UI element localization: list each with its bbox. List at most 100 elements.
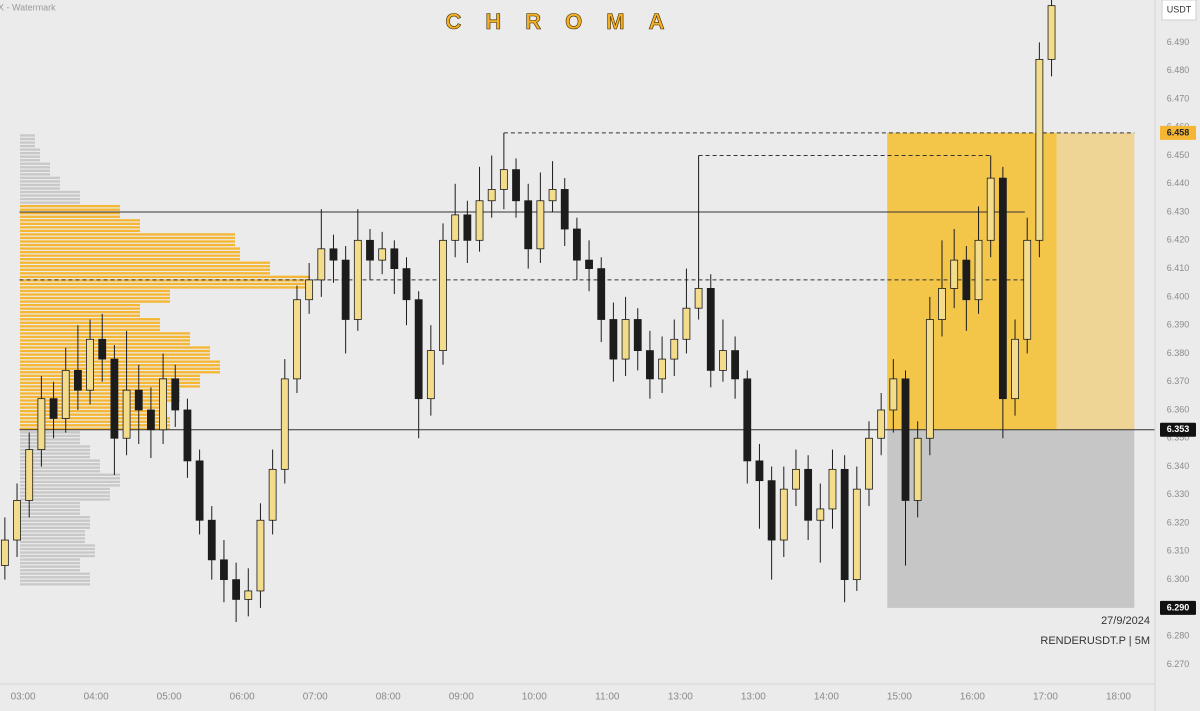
plot-area (0, 0, 1155, 623)
volume-profile-bar (20, 194, 80, 197)
candle-body (220, 559, 228, 581)
volume-profile-bar (20, 544, 95, 547)
candle-body (280, 378, 289, 470)
volume-profile-bar (20, 349, 210, 353)
x-tick-label: 07:00 (303, 692, 328, 703)
price-label-box (1160, 125, 1196, 140)
x-tick-label: 13:00 (741, 692, 766, 703)
y-tick-label: 6.390 (1167, 320, 1190, 330)
x-tick-label: 15:00 (887, 692, 912, 703)
candle-body (962, 259, 971, 301)
candle-body (1035, 58, 1044, 241)
volume-profile-bar (20, 226, 140, 229)
chart-title: CHROMA (446, 9, 689, 34)
y-tick-label: 6.310 (1167, 546, 1190, 556)
volume-profile-bar (20, 208, 120, 211)
volume-profile-bar (20, 431, 80, 434)
volume-profile-bar (20, 353, 210, 356)
candle-body (159, 378, 167, 431)
candle-body (840, 468, 849, 581)
volume-profile-bar (20, 265, 270, 268)
candle-body (597, 268, 606, 320)
loss-zone (887, 429, 1135, 608)
volume-profile-bar (20, 229, 140, 233)
volume-profile-bar (20, 371, 220, 374)
candle-body (974, 239, 983, 301)
candle-body (925, 319, 934, 439)
volume-profile-bar (20, 583, 90, 586)
y-tick-label: 6.280 (1167, 631, 1190, 641)
candle-body (1023, 239, 1032, 340)
volume-profile-bar (20, 190, 80, 194)
candle-body (560, 189, 569, 230)
volume-profile-bar (20, 332, 190, 335)
volume-profile-bar (20, 537, 85, 540)
candle-body (86, 338, 94, 391)
volume-profile-bar (20, 526, 90, 529)
candle-body (804, 468, 813, 521)
candle-body (244, 590, 253, 600)
volume-profile-bar (20, 197, 80, 201)
candle-body (378, 248, 387, 261)
volume-profile-bar (20, 455, 90, 459)
candle-body (73, 369, 82, 391)
candle-body (171, 378, 180, 411)
candle-body (0, 539, 9, 566)
candle-body (828, 468, 837, 510)
y-tick-label: 6.430 (1167, 206, 1190, 216)
volume-profile-bar (20, 406, 160, 409)
y-tick-label: 6.300 (1167, 574, 1190, 584)
candle-body (353, 239, 362, 320)
volume-profile-bar (20, 540, 85, 544)
candle-body (390, 248, 399, 270)
volume-profile-bar (20, 551, 95, 554)
volume-profile-bar (20, 445, 90, 448)
volume-profile-bar (20, 159, 40, 162)
candle-body (719, 350, 727, 371)
candle-body (706, 287, 715, 371)
candle-body (694, 287, 703, 309)
x-tick-label: 04:00 (84, 692, 109, 703)
candle-body (1047, 5, 1056, 60)
candle-body (670, 338, 679, 360)
volume-profile-bar (20, 523, 90, 526)
volume-profile-bar (20, 318, 160, 321)
volume-profile-bar (20, 508, 80, 512)
volume-profile-bar (20, 554, 95, 558)
volume-profile-bar (20, 293, 170, 296)
volume-profile-bar (20, 516, 90, 519)
volume-profile-bar (20, 272, 270, 275)
volume-profile-bar (20, 374, 200, 377)
volume-profile-bar (20, 413, 160, 416)
volume-profile-bar (20, 547, 95, 551)
volume-profile-bar (20, 452, 90, 455)
volume-profile-bar (20, 275, 310, 279)
volume-profile-bar (20, 268, 270, 271)
currency-box (1161, 0, 1197, 21)
candle-body (621, 319, 630, 360)
y-tick-label: 6.480 (1167, 65, 1190, 75)
price-label-box (1160, 422, 1196, 437)
candle-body (938, 287, 946, 320)
volume-profile-bar (20, 247, 240, 250)
candle-body (986, 177, 995, 241)
candle-body (98, 338, 107, 360)
axes: 6.270 6.280 6.290 6.300 6.310 6.320 6.330 6.340… (11, 37, 1196, 703)
candle-body (536, 200, 545, 250)
candle-body (256, 519, 265, 592)
candle-body (755, 460, 764, 482)
profit-zone-active (887, 132, 1057, 430)
volume-profile-bar (20, 346, 210, 349)
volume-profile-bar (20, 134, 35, 137)
candle-body (731, 350, 740, 380)
candle-body (402, 268, 411, 301)
x-tick-label: 16:00 (960, 692, 985, 703)
candle-body (609, 319, 618, 360)
volume-profile-bar (20, 137, 35, 141)
volume-profile-bar (20, 180, 60, 183)
candle-body (414, 299, 423, 400)
volume-profile-bar (20, 565, 80, 568)
volume-profile-bar (20, 381, 200, 385)
volume-profile-bar (20, 477, 120, 480)
volume-profile-bar (20, 395, 180, 399)
